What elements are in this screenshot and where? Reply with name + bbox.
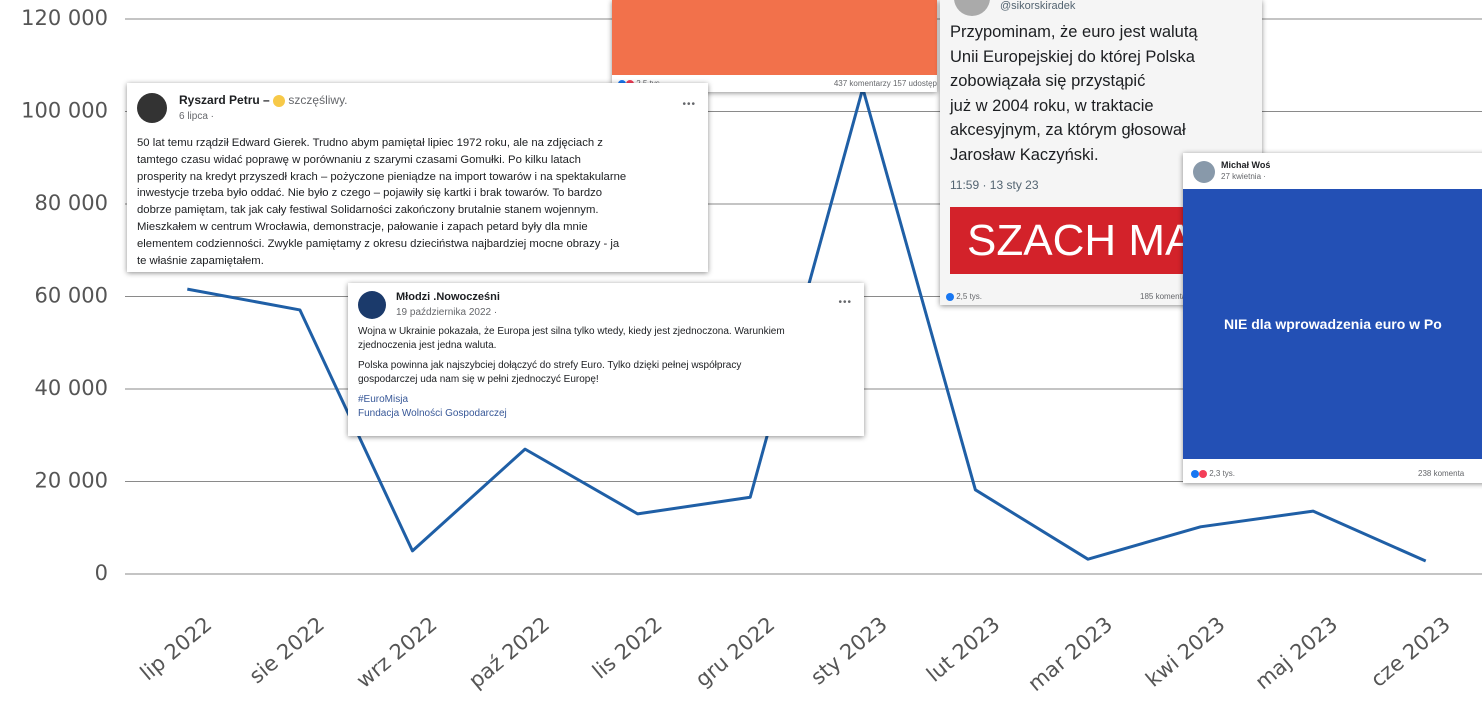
- text-line: zobowiązała się przystąpić: [950, 72, 1146, 90]
- text-line: Przypominam, że euro jest walutą: [950, 23, 1198, 41]
- post-date: 19 października 2022 ·: [396, 307, 498, 318]
- y-tick-label: 60 000: [35, 284, 108, 308]
- x-tick-label: lip 2022: [136, 612, 217, 685]
- post-date: 6 lipca ·: [179, 111, 215, 122]
- y-tick-label: 40 000: [35, 376, 108, 400]
- post-card: Młodzi .Nowocześni 19 października 2022 …: [348, 283, 864, 436]
- text-line: #EuroMisja: [358, 394, 409, 405]
- menu-icon[interactable]: •••: [682, 99, 696, 110]
- avatar: [358, 291, 386, 319]
- x-tick-label: lis 2022: [588, 612, 667, 684]
- text-line: dobrze pamiętam, tak jak cały festiwal S…: [137, 204, 599, 217]
- tweet-body: Przypominam, że euro jest walutą Unii Eur…: [950, 20, 1198, 167]
- post-card: Michał Woś 27 kwietnia · NIE dla wprowad…: [1183, 153, 1482, 483]
- comment-count: 437 komentarzy 157 udostęp: [833, 79, 937, 88]
- author: Młodzi .Nowocześni: [396, 291, 500, 303]
- handle: @sikorskiradek: [1000, 0, 1076, 12]
- post-header: Ryszard Petru – szczęśliwy.: [179, 93, 348, 107]
- text-line: inwestycje trzeba było oddać. Nie było z…: [137, 187, 603, 200]
- y-tick-label: 100 000: [21, 99, 108, 123]
- post-body: 50 lat temu rządził Edward Gierek. Trudn…: [137, 135, 626, 269]
- menu-icon[interactable]: •••: [838, 297, 852, 308]
- text-line: Unii Europejskiej do której Polska: [950, 47, 1195, 66]
- text-line: Polska powinna jak najszybciej dołączyć …: [358, 360, 742, 371]
- x-tick-label: paź 2022: [464, 612, 554, 693]
- y-tick-label: 80 000: [35, 191, 108, 215]
- tweet-card: @sikorskiradek Przypominam, że euro jest…: [940, 0, 1262, 305]
- post-card: Ryszard Petru – szczęśliwy. 6 lipca · ••…: [127, 83, 708, 272]
- text-line: zjednoczenia jest jedna waluta.: [358, 340, 497, 351]
- text-line: 50 lat temu rządził Edward Gierek. Trudn…: [137, 137, 603, 149]
- text-line: te właśnie zapamiętałem.: [137, 254, 264, 267]
- text-line: prosperity na kredyt przyszedł krach – p…: [137, 170, 627, 183]
- text-line: Fundacja Wolności Gospodarczej: [358, 408, 507, 419]
- comment-count: 238 komenta: [1418, 469, 1465, 478]
- x-tick-label: mar 2023: [1023, 612, 1117, 696]
- text-line: elementem codzienności. Zwykle pamiętamy…: [137, 237, 620, 250]
- avatar: [954, 0, 990, 16]
- text-line: akcesyjnym, za którym głosował: [950, 121, 1186, 139]
- comment-count: 185 komenta: [1140, 292, 1187, 301]
- post-image: NIE dla wprowadzenia euro w Po: [1183, 189, 1482, 459]
- y-tick-label: 0: [95, 561, 108, 585]
- post-image: [612, 0, 937, 75]
- text-line: gospodarczej uda nam się w pełni zjednoc…: [358, 374, 599, 385]
- feeling: szczęśliwy.: [288, 93, 348, 107]
- author: Michał Woś: [1221, 160, 1271, 170]
- text-line: tamtego czasu widać poprawę w porównaniu…: [137, 153, 581, 166]
- author: Ryszard Petru –: [179, 93, 270, 107]
- text-line: już w 2004 roku, w traktacie: [950, 96, 1154, 115]
- x-tick-label: kwi 2023: [1141, 612, 1229, 692]
- tweet-time: 11:59 · 13 sty 23: [950, 178, 1039, 192]
- reaction-count: 2,5 tys.: [956, 292, 983, 301]
- x-tick-label: sty 2023: [806, 612, 892, 689]
- post-card: 2,5 tys. 437 komentarzy 157 udostęp: [612, 0, 937, 92]
- y-tick-label: 120 000: [21, 6, 108, 30]
- post-date: 27 kwietnia ·: [1221, 172, 1266, 181]
- x-tick-label: lut 2023: [922, 612, 1004, 687]
- x-tick-label: wrz 2022: [352, 612, 442, 693]
- x-tick-label: gru 2022: [691, 612, 780, 692]
- y-tick-label: 20 000: [35, 469, 108, 493]
- x-tick-label: maj 2023: [1251, 612, 1342, 694]
- x-tick-label: sie 2022: [245, 612, 329, 688]
- x-tick-label: cze 2023: [1366, 612, 1455, 692]
- text-line: Mieszkałem w centrum Wrocławia, demonstr…: [137, 220, 588, 233]
- text-line: Wojna w Ukrainie pokazała, że Europa jes…: [358, 326, 785, 337]
- avatar: [1193, 161, 1215, 183]
- avatar: [137, 93, 167, 123]
- post-body: Wojna w Ukrainie pokazała, że Europa jes…: [358, 325, 785, 421]
- text-line: Jarosław Kaczyński.: [950, 145, 1099, 164]
- reaction-count: 2,3 tys.: [1209, 469, 1236, 478]
